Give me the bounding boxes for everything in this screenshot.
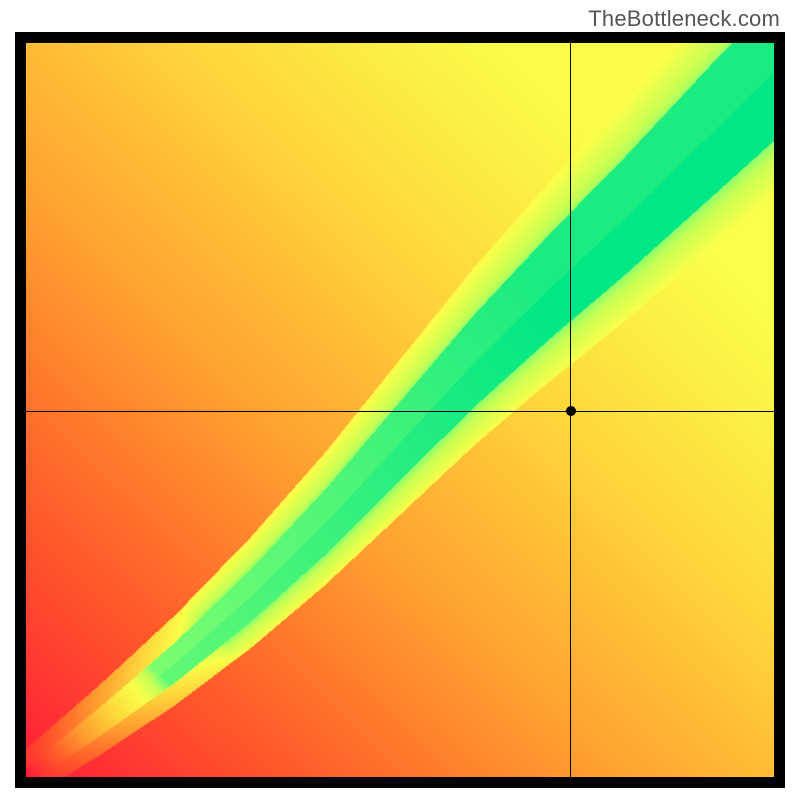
chart-plot-area <box>26 43 774 777</box>
data-point-marker <box>566 406 576 416</box>
crosshair-horizontal <box>26 411 774 412</box>
page-root: TheBottleneck.com <box>0 0 800 800</box>
watermark-text: TheBottleneck.com <box>588 6 780 32</box>
